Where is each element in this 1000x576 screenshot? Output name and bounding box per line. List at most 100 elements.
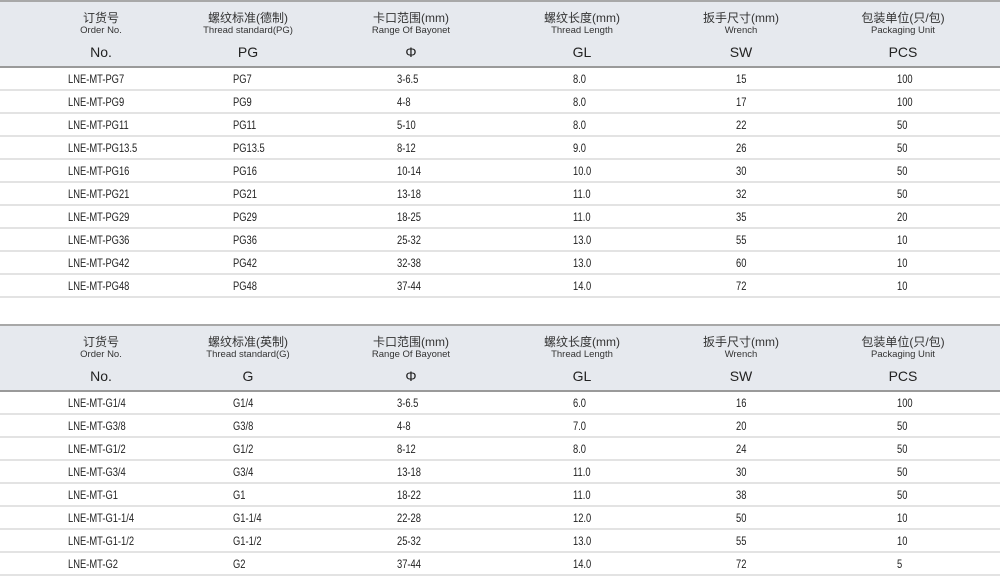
header-wrench-size-cn: 扳手尺寸(mm)	[703, 11, 779, 25]
cell-thread-length: 11.0	[573, 465, 591, 479]
cell-packaging-unit: 50	[897, 164, 908, 178]
header-bayonet-range-cn: 卡口范围(mm)	[373, 335, 449, 349]
header-bayonet-range: 卡口范围(mm) Range Of Bayonet Φ	[331, 2, 491, 66]
cell-order-no: LNE-MT-G1	[68, 488, 118, 502]
table-row: LNE-MT-PG16 PG16 10-14 10.0 30 50	[0, 160, 1000, 183]
pg-thread-spec-table: 订货号 Order No. No. 螺纹标准(德制) Thread standard(P…	[0, 0, 1000, 298]
header-wrench-size-sym: SW	[729, 44, 753, 60]
cell-wrench-size: 15	[736, 72, 747, 86]
header-thread-length: 螺纹长度(mm) Thread Length GL	[502, 2, 662, 66]
cell-thread-length: 8.0	[573, 442, 587, 456]
cell-bayonet-range: 37-44	[397, 557, 421, 571]
cell-bayonet-range: 25-32	[397, 534, 421, 548]
cell-order-no: LNE-MT-PG36	[68, 233, 130, 247]
table-row: LNE-MT-G1/4 G1/4 3-6.5 6.0 16 100	[0, 392, 1000, 415]
cell-wrench-size: 26	[736, 141, 747, 155]
cell-thread-standard: PG16	[233, 164, 257, 178]
header-packaging-unit-cn: 包装单位(只/包)	[861, 335, 945, 349]
header-order-no-sym: No.	[90, 368, 112, 384]
cell-wrench-size: 72	[736, 279, 747, 293]
header-packaging-unit-en: Packaging Unit	[871, 25, 935, 36]
cell-packaging-unit: 50	[897, 141, 908, 155]
cell-thread-standard: PG11	[233, 118, 257, 132]
header-bayonet-range-sym: Φ	[405, 368, 417, 384]
cell-wrench-size: 17	[736, 95, 747, 109]
header-thread-standard: 螺纹标准(英制) Thread standard(G) G	[168, 326, 328, 390]
header-packaging-unit-sym: PCS	[888, 44, 918, 60]
cell-thread-length: 6.0	[573, 396, 587, 410]
header-packaging-unit: 包装单位(只/包) Packaging Unit PCS	[823, 2, 983, 66]
cell-bayonet-range: 8-12	[397, 442, 416, 456]
header-thread-standard-sym: G	[242, 368, 254, 384]
cell-thread-standard: G1-1/4	[233, 511, 262, 525]
cell-wrench-size: 24	[736, 442, 747, 456]
header-wrench-size-en: Wrench	[724, 349, 758, 360]
cell-bayonet-range: 32-38	[397, 256, 421, 270]
header-bayonet-range-en: Range Of Bayonet	[371, 349, 451, 360]
cell-bayonet-range: 8-12	[397, 141, 416, 155]
cell-packaging-unit: 100	[897, 396, 913, 410]
header-thread-standard-en: Thread standard(G)	[206, 349, 290, 360]
cell-bayonet-range: 13-18	[397, 465, 421, 479]
table-row: LNE-MT-PG9 PG9 4-8 8.0 17 100	[0, 91, 1000, 114]
header-bayonet-range: 卡口范围(mm) Range Of Bayonet Φ	[331, 326, 491, 390]
cell-packaging-unit: 50	[897, 465, 908, 479]
header-order-no: 订货号 Order No. No.	[21, 2, 181, 66]
cell-order-no: LNE-MT-G1/2	[68, 442, 126, 456]
table-row: LNE-MT-PG13.5 PG13.5 8-12 9.0 26 50	[0, 137, 1000, 160]
cell-thread-standard: G1-1/2	[233, 534, 262, 548]
table-row: LNE-MT-G2 G2 37-44 14.0 72 5	[0, 553, 1000, 576]
header-thread-standard: 螺纹标准(德制) Thread standard(PG) PG	[168, 2, 328, 66]
cell-thread-standard: G1/2	[233, 442, 254, 456]
cell-thread-length: 8.0	[573, 72, 587, 86]
cell-thread-length: 13.0	[573, 233, 592, 247]
cell-bayonet-range: 5-10	[397, 118, 416, 132]
cell-thread-length: 12.0	[573, 511, 592, 525]
cell-thread-length: 13.0	[573, 534, 592, 548]
cell-order-no: LNE-MT-PG48	[68, 279, 130, 293]
table-header: 订货号 Order No. No. 螺纹标准(英制) Thread standard(G…	[0, 324, 1000, 392]
cell-wrench-size: 32	[736, 187, 747, 201]
header-bayonet-range-cn: 卡口范围(mm)	[373, 11, 449, 25]
cell-thread-standard: PG29	[233, 210, 257, 224]
cell-thread-standard: PG48	[233, 279, 257, 293]
cell-packaging-unit: 20	[897, 210, 908, 224]
cell-thread-length: 11.0	[573, 210, 591, 224]
cell-thread-length: 11.0	[573, 187, 591, 201]
table-row: LNE-MT-G3/4 G3/4 13-18 11.0 30 50	[0, 461, 1000, 484]
cell-wrench-size: 55	[736, 534, 747, 548]
cell-order-no: LNE-MT-G1-1/4	[68, 511, 135, 525]
header-order-no-sym: No.	[90, 44, 112, 60]
header-order-no-en: Order No.	[80, 25, 122, 36]
header-thread-length-sym: GL	[572, 44, 592, 60]
table-header: 订货号 Order No. No. 螺纹标准(德制) Thread standard(P…	[0, 0, 1000, 68]
table-row: LNE-MT-PG11 PG11 5-10 8.0 22 50	[0, 114, 1000, 137]
header-thread-length: 螺纹长度(mm) Thread Length GL	[502, 326, 662, 390]
table-row: LNE-MT-PG7 PG7 3-6.5 8.0 15 100	[0, 68, 1000, 91]
cell-thread-length: 7.0	[573, 419, 587, 433]
cell-wrench-size: 55	[736, 233, 747, 247]
cell-bayonet-range: 18-22	[397, 488, 421, 502]
cell-bayonet-range: 4-8	[397, 419, 411, 433]
cell-wrench-size: 22	[736, 118, 747, 132]
cell-packaging-unit: 50	[897, 488, 908, 502]
cell-bayonet-range: 22-28	[397, 511, 421, 525]
cell-packaging-unit: 10	[897, 256, 908, 270]
cell-bayonet-range: 13-18	[397, 187, 421, 201]
header-bayonet-range-en: Range Of Bayonet	[371, 25, 451, 36]
table-row: LNE-MT-G1 G1 18-22 11.0 38 50	[0, 484, 1000, 507]
table-row: LNE-MT-G1/2 G1/2 8-12 8.0 24 50	[0, 438, 1000, 461]
header-order-no-cn: 订货号	[82, 335, 119, 349]
cell-packaging-unit: 5	[897, 557, 903, 571]
cell-wrench-size: 30	[736, 465, 747, 479]
header-order-no-en: Order No.	[80, 349, 122, 360]
cell-packaging-unit: 10	[897, 279, 908, 293]
cell-thread-standard: G3/4	[233, 465, 254, 479]
cell-wrench-size: 20	[736, 419, 747, 433]
cell-wrench-size: 50	[736, 511, 747, 525]
cell-packaging-unit: 10	[897, 233, 908, 247]
cell-bayonet-range: 25-32	[397, 233, 421, 247]
table-row: LNE-MT-PG42 PG42 32-38 13.0 60 10	[0, 252, 1000, 275]
cell-order-no: LNE-MT-G3/4	[68, 465, 126, 479]
header-thread-length-en: Thread Length	[551, 349, 613, 360]
